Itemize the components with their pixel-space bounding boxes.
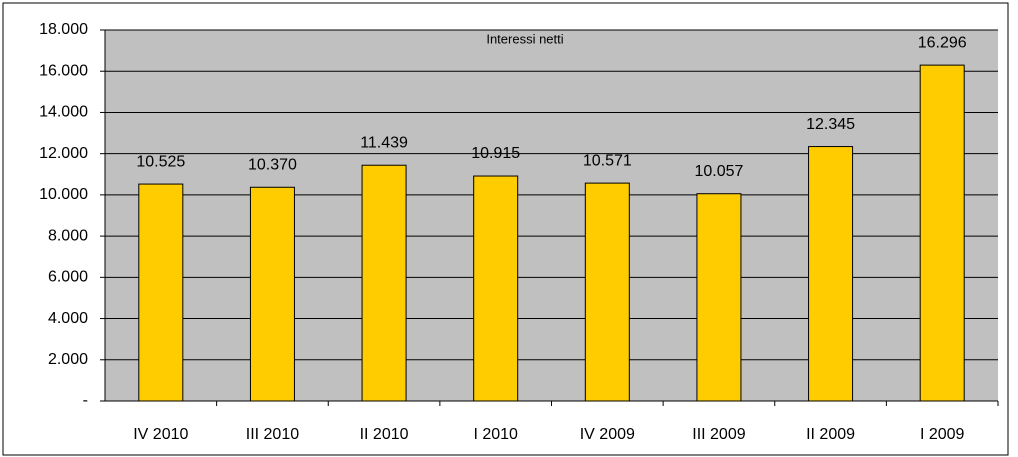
y-tick-label: - [83, 392, 88, 409]
plot-area [105, 30, 998, 401]
x-tick-label: II 2010 [360, 426, 409, 443]
value-label: 12.345 [806, 116, 855, 133]
bar [361, 164, 407, 402]
value-label: 10.057 [694, 163, 743, 180]
bar [249, 186, 295, 402]
y-tick-label: 6.000 [48, 269, 88, 286]
x-tick-label: I 2010 [473, 426, 518, 443]
bar [473, 175, 519, 402]
chart-title: Interessi netti [486, 31, 563, 46]
value-label: 11.439 [360, 134, 408, 151]
y-tick-label: 4.000 [48, 310, 88, 327]
x-tick-label: IV 2009 [580, 426, 635, 443]
y-tick-label: 16.000 [39, 62, 88, 79]
y-tick-label: 18.000 [39, 21, 88, 38]
value-label: 10.370 [248, 156, 297, 173]
bar [919, 64, 965, 402]
x-tick-label: III 2010 [246, 426, 299, 443]
x-tick-label: I 2009 [920, 426, 965, 443]
value-label: 16.296 [918, 34, 967, 51]
x-tick-label: II 2009 [806, 426, 855, 443]
y-tick-label: 10.000 [39, 186, 88, 203]
value-label: 10.571 [583, 152, 632, 169]
y-tick-label: 12.000 [39, 145, 88, 162]
bar [584, 182, 630, 402]
y-tick-label: 2.000 [48, 351, 88, 368]
x-tick-label: III 2009 [692, 426, 745, 443]
value-label: 10.525 [136, 153, 185, 170]
bar [696, 193, 742, 402]
y-tick-label: 8.000 [48, 227, 88, 244]
bar [808, 146, 854, 402]
y-tick-label: 14.000 [39, 104, 88, 121]
bar [138, 183, 184, 402]
x-tick-label: IV 2010 [133, 426, 188, 443]
value-label: 10.915 [471, 145, 520, 162]
